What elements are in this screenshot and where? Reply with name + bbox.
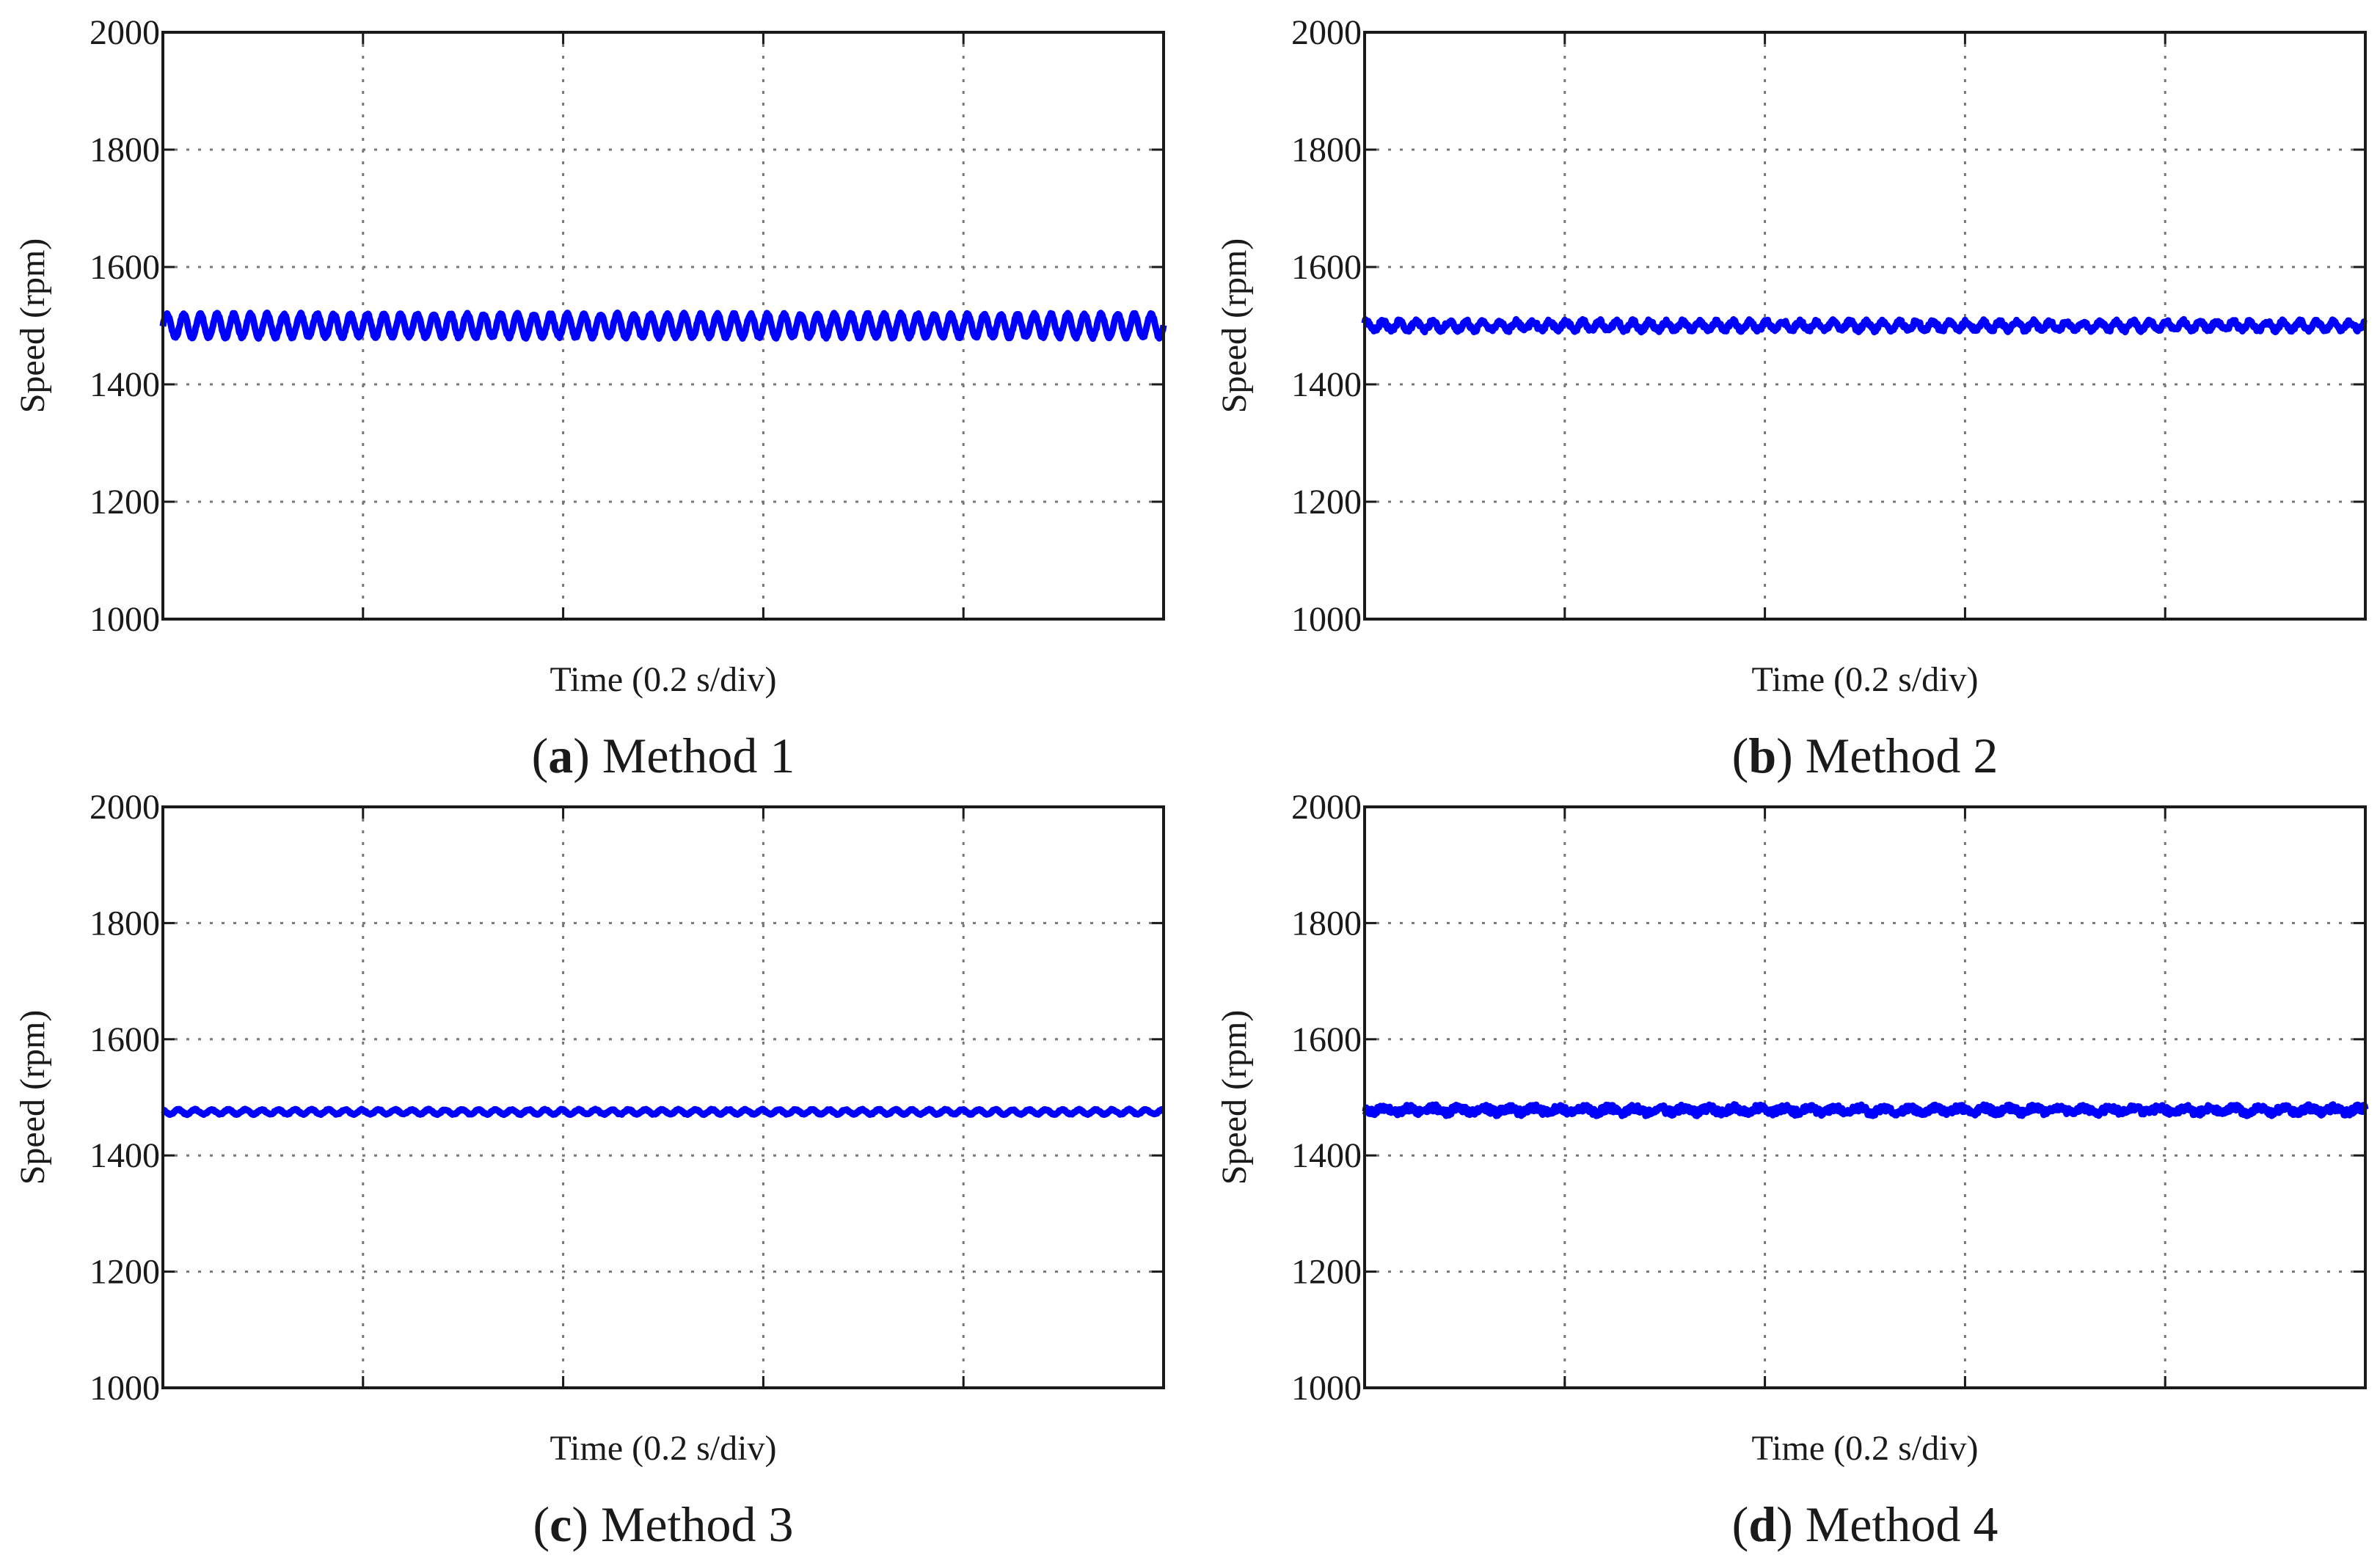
panel-title: Method 1 xyxy=(602,728,795,783)
panel-letter: c xyxy=(550,1496,572,1552)
y-tick-label: 1800 xyxy=(90,131,160,169)
chart-panel-d: 1000 1200 1400 1600 1800 2000 Speed (rpm) Time … xyxy=(1215,788,2369,1552)
y-tick-label: 1200 xyxy=(90,483,160,522)
panel-title: Method 3 xyxy=(601,1496,794,1552)
axes-frame xyxy=(1363,31,2367,621)
y-tick-label: 1400 xyxy=(90,365,160,404)
panel-letter: d xyxy=(1748,1496,1776,1552)
y-axis-label: Speed (rpm) xyxy=(13,238,52,414)
y-tick-label: 1400 xyxy=(90,1136,160,1175)
panel-caption: (a) Method 1 xyxy=(532,728,795,783)
y-tick-label: 1200 xyxy=(1291,1253,1362,1292)
panel-letter: a xyxy=(548,728,573,783)
y-tick-label: 2000 xyxy=(1291,788,1362,827)
x-axis-label: Time (0.2 s/div) xyxy=(550,660,777,699)
y-tick-label: 1200 xyxy=(1291,483,1362,522)
speed-trace-line xyxy=(159,310,1167,343)
y-tick-label: 1000 xyxy=(90,1369,160,1408)
chart-panel-a: 1000 1200 1400 1600 1800 2000 Speed (rpm) Time … xyxy=(13,13,1167,783)
y-tick-label: 1200 xyxy=(90,1253,160,1292)
x-axis-label: Time (0.2 s/div) xyxy=(1752,1429,1979,1468)
y-tick-label: 1800 xyxy=(1291,131,1362,169)
y-axis-label: Speed (rpm) xyxy=(1215,1010,1254,1185)
panel-caption: (d) Method 4 xyxy=(1732,1496,1998,1552)
y-tick-label: 1000 xyxy=(1291,600,1362,639)
y-tick-label: 1600 xyxy=(1291,1020,1362,1059)
y-tick-label: 2000 xyxy=(1291,13,1362,52)
y-tick-label: 2000 xyxy=(90,13,160,52)
chart-panel-c: 1000 1200 1400 1600 1800 2000 Speed (rpm) Time … xyxy=(13,788,1167,1552)
y-axis-label: Speed (rpm) xyxy=(13,1010,52,1185)
panel-caption: (c) Method 3 xyxy=(533,1496,793,1552)
plot-area xyxy=(163,807,1164,1388)
y-tick-label: 1000 xyxy=(90,600,160,639)
y-tick-label: 1600 xyxy=(90,248,160,287)
axes-frame xyxy=(161,31,1165,621)
y-tick-label: 1800 xyxy=(1291,904,1362,943)
speed-trace-line xyxy=(160,1105,1167,1119)
y-tick-label: 1800 xyxy=(90,904,160,943)
y-axis-label: Speed (rpm) xyxy=(1215,238,1254,414)
panel-caption: (b) Method 2 xyxy=(1732,728,1998,783)
panel-title: Method 2 xyxy=(1806,728,1998,783)
panel-letter: b xyxy=(1748,728,1776,783)
y-tick-label: 1000 xyxy=(1291,1369,1362,1408)
plot-area xyxy=(1365,807,2365,1388)
chart-panel-b: 1000 1200 1400 1600 1800 2000 Speed (rpm) Time … xyxy=(1215,13,2368,783)
axes-frame xyxy=(1363,805,2367,1389)
x-axis-label: Time (0.2 s/div) xyxy=(550,1429,777,1468)
y-tick-label: 1400 xyxy=(1291,365,1362,404)
y-tick-label: 1400 xyxy=(1291,1136,1362,1175)
panel-title: Method 4 xyxy=(1806,1496,1998,1552)
y-tick-label: 1600 xyxy=(1291,248,1362,287)
y-tick-label: 2000 xyxy=(90,788,160,827)
axes-frame xyxy=(161,805,1165,1389)
speed-trace-line xyxy=(1362,1101,2369,1119)
y-tick-label: 1600 xyxy=(90,1020,160,1059)
speed-trace-line xyxy=(1361,315,2368,336)
x-axis-label: Time (0.2 s/div) xyxy=(1752,660,1979,699)
